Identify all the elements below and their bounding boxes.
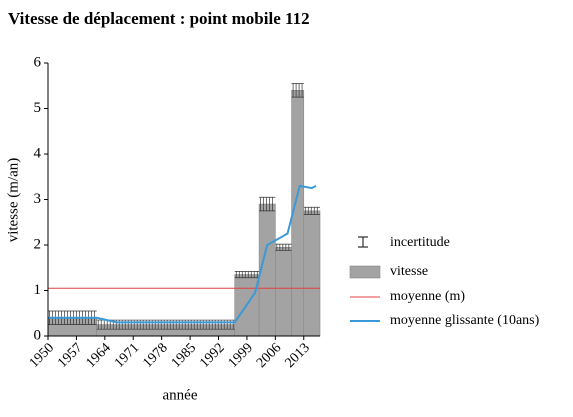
error-bar — [275, 243, 292, 251]
error-bar — [96, 319, 235, 330]
y-tick-label: 6 — [34, 54, 42, 70]
error-bar — [259, 196, 276, 212]
x-tick-label: 1971 — [112, 340, 142, 370]
x-tick-label: 1964 — [84, 340, 114, 370]
bar — [303, 210, 321, 337]
legend-label: moyenne (m) — [390, 289, 465, 304]
legend-label: vitesse — [390, 264, 428, 279]
y-tick-label: 5 — [34, 100, 42, 116]
x-tick-label: 2006 — [254, 340, 284, 370]
error-bar — [291, 83, 304, 98]
x-axis-label: année — [163, 387, 198, 403]
x-tick-label: 1992 — [197, 340, 227, 370]
x-tick-label: 1978 — [140, 340, 170, 370]
y-tick-label: 2 — [34, 236, 42, 252]
y-tick-label: 3 — [34, 191, 42, 207]
error-bar — [303, 206, 320, 215]
x-tick-label: 1999 — [226, 340, 256, 370]
legend-bar-swatch — [349, 265, 381, 279]
x-tick-label: 1950 — [27, 340, 57, 370]
y-axis-label: vitesse (m/an) — [5, 158, 21, 243]
y-tick-label: 1 — [34, 282, 42, 298]
x-tick-label: 2013 — [282, 340, 312, 370]
x-tick-label: 1957 — [55, 340, 85, 370]
chart-title: Vitesse de déplacement : point mobile 11… — [8, 9, 310, 28]
legend-label: incertitude — [390, 235, 450, 250]
legend-label: moyenne glissante (10ans) — [390, 313, 540, 328]
y-tick-label: 0 — [34, 327, 42, 343]
y-tick-label: 4 — [34, 145, 42, 161]
legend-error-icon — [358, 236, 368, 248]
moving-average-line — [48, 184, 317, 324]
x-tick-label: 1985 — [169, 340, 199, 370]
bar — [275, 246, 292, 337]
error-bar — [234, 271, 260, 279]
bar — [96, 324, 236, 337]
